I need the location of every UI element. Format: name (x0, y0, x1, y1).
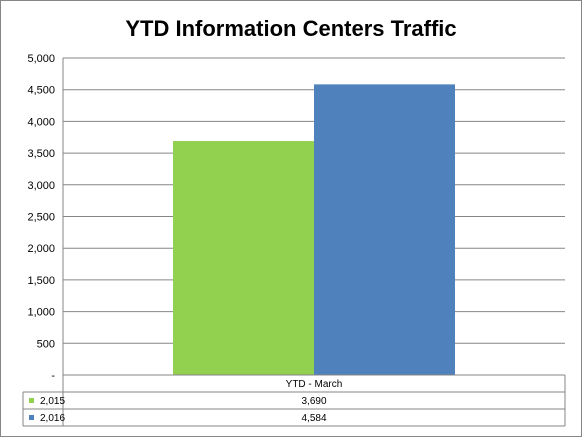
y-tick-label: 2,500 (27, 212, 55, 224)
bar-series-0 (173, 141, 314, 375)
y-tick-label: 1,000 (27, 307, 55, 319)
y-tick-label: 4,500 (27, 85, 55, 97)
y-tick-label: - (51, 370, 55, 382)
legend-swatch (29, 415, 34, 420)
bar-series-1 (314, 84, 455, 376)
table-value: 4,584 (301, 413, 326, 424)
y-tick-label: 2,000 (27, 243, 55, 255)
y-tick-label: 3,000 (27, 180, 55, 192)
data-table: YTD - March 2,015 3,690 2,016 4,584 (22, 374, 566, 427)
legend-series-name: 2,015 (40, 396, 65, 407)
y-axis: - 500 1,000 1,500 2,000 2,500 3,000 3,500 4,000 4… (27, 53, 64, 382)
y-tick-label: 5,000 (27, 53, 55, 65)
chart-title: YTD Information Centers Traffic (125, 16, 456, 41)
y-tick-label: 4,000 (27, 116, 55, 128)
legend-series-name: 2,016 (40, 413, 65, 424)
category-label: YTD - March (286, 379, 343, 390)
y-tick-label: 500 (37, 338, 55, 350)
legend-swatch (29, 398, 34, 403)
y-tick-label: 3,500 (27, 148, 55, 160)
y-tick-label: 1,500 (27, 275, 55, 287)
table-value: 3,690 (301, 396, 326, 407)
bars (173, 84, 455, 376)
